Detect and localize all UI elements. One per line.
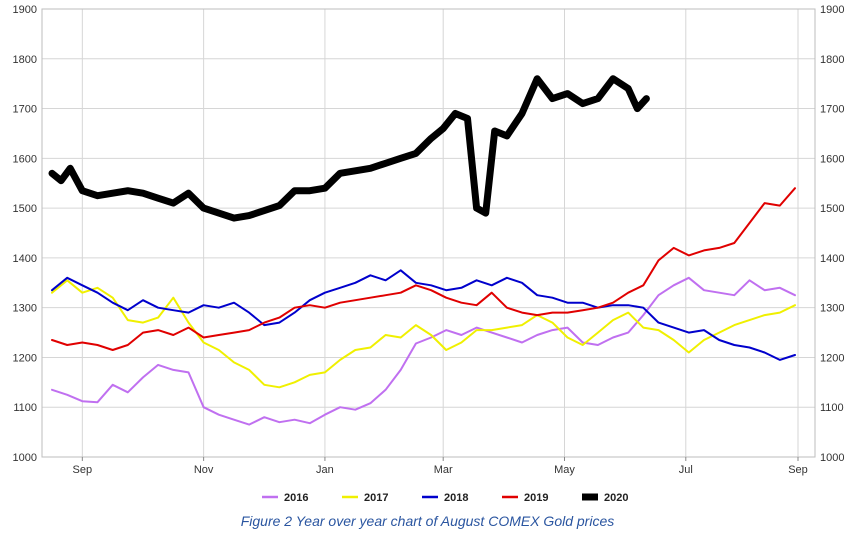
x-tick-label: Sep <box>788 464 808 476</box>
y-tick-label-right: 1500 <box>820 203 844 215</box>
series-line-2016 <box>51 276 796 426</box>
grid <box>42 8 815 458</box>
y-tick-label-left: 1400 <box>13 253 37 265</box>
series-line-2018 <box>51 269 796 361</box>
x-tick-label: Mar <box>434 464 453 476</box>
x-axis: Sep Nov Jan Mar May Jul Sep <box>73 457 808 476</box>
legend-label-2017: 2017 <box>364 492 388 504</box>
x-tick-label: Jan <box>316 464 334 476</box>
y-tick-label-right: 1100 <box>820 402 844 414</box>
y-tick-label-left: 1600 <box>13 153 37 165</box>
y-tick-label-right: 1900 <box>820 4 844 16</box>
y-tick-label-left: 1100 <box>13 402 37 414</box>
y-tick-label-right: 1600 <box>820 153 844 165</box>
figure-caption: Figure 2 Year over year chart of August … <box>240 513 615 529</box>
legend: 2016 2017 2018 2019 2020 <box>262 492 628 504</box>
x-tick-label: May <box>554 464 575 476</box>
y-tick-label-right: 1200 <box>820 352 844 364</box>
x-tick-label: Jul <box>679 464 693 476</box>
y-axis-left: 1000 1100 1200 1300 1400 1500 1600 1700 1800 1900 <box>13 4 37 464</box>
series-line-2020 <box>48 75 650 222</box>
legend-label-2019: 2019 <box>524 492 548 504</box>
y-tick-label-right: 1700 <box>820 104 844 116</box>
y-tick-label-left: 1900 <box>13 4 37 16</box>
series-lines <box>48 75 796 426</box>
x-tick-label: Sep <box>73 464 93 476</box>
series-line-2019 <box>51 187 796 351</box>
y-tick-label-right: 1000 <box>820 452 844 464</box>
y-tick-label-left: 1000 <box>13 452 37 464</box>
plot-frame <box>41 8 816 458</box>
y-axis-right: 1000 1100 1200 1300 1400 1500 1600 1700 1800 1900 <box>820 4 844 464</box>
x-tick-label: Nov <box>194 464 214 476</box>
y-tick-label-right: 1800 <box>820 54 844 66</box>
y-tick-label-left: 1300 <box>13 303 37 315</box>
y-tick-label-left: 1800 <box>13 54 37 66</box>
legend-label-2018: 2018 <box>444 492 468 504</box>
series-line-2017 <box>51 279 796 389</box>
y-tick-label-right: 1300 <box>820 303 844 315</box>
y-tick-label-left: 1200 <box>13 352 37 364</box>
legend-label-2016: 2016 <box>284 492 308 504</box>
y-tick-label-left: 1700 <box>13 104 37 116</box>
y-tick-label-left: 1500 <box>13 203 37 215</box>
y-tick-label-right: 1400 <box>820 253 844 265</box>
legend-label-2020: 2020 <box>604 492 628 504</box>
